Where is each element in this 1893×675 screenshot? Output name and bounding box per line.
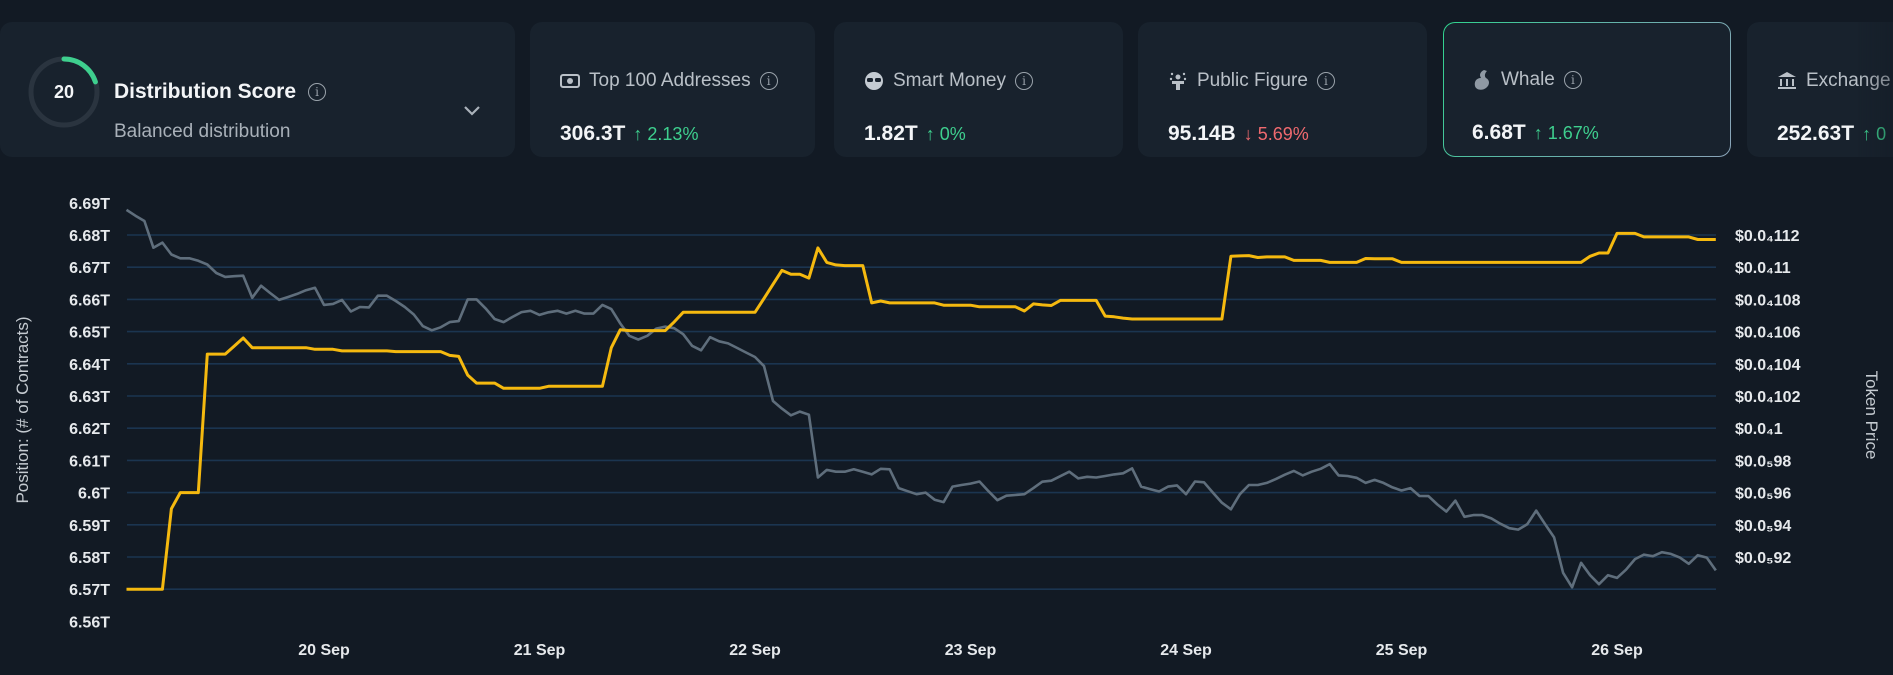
card-change: ↑ 1.67% [1533, 123, 1599, 143]
card-change: ↑ 0% [925, 124, 966, 144]
y-axis-title: Position: (# of Contracts) [13, 316, 32, 503]
chevron-down-icon[interactable] [462, 104, 482, 118]
y-right-tick-label: $0.0₄1 [1735, 421, 1783, 438]
distribution-score-card[interactable]: 20 Distribution Score i Balanced distrib… [0, 22, 515, 157]
y-tick-label: 6.56T [69, 614, 110, 631]
card-label: Top 100 Addresses [589, 70, 751, 91]
bank-icon [1777, 71, 1797, 91]
card-exchange[interactable]: Exchange 252.63T ↑ 0 [1747, 22, 1893, 157]
y-tick-label: 6.57T [69, 582, 110, 599]
card-change: ↑ 0 [1862, 124, 1887, 144]
x-tick-label: 23 Sep [945, 642, 997, 659]
x-tick-label: 26 Sep [1591, 642, 1643, 659]
y-tick-label: 6.59T [69, 518, 110, 535]
y-right-tick-label: $0.0₄104 [1735, 357, 1801, 374]
y-right-tick-label: $0.0₅98 [1735, 453, 1791, 470]
x-tick-label: 20 Sep [298, 642, 350, 659]
y-right-tick-label: $0.0₄108 [1735, 292, 1801, 309]
sunglasses-icon [864, 71, 884, 91]
whale-icon [1472, 70, 1492, 90]
gridlines [127, 234, 1716, 591]
y-axis-left: 6.69T 6.68T 6.67T 6.66T 6.65T 6.64T 6.63T 6.62T… [69, 196, 110, 632]
series-lines [125, 208, 1717, 591]
card-public-figure[interactable]: Public Figure i 95.14B ↓ 5.69% [1138, 22, 1427, 157]
y-tick-label: 6.66T [69, 292, 110, 309]
card-label: Exchange [1806, 70, 1891, 91]
card-whale[interactable]: Whale i 6.68T ↑ 1.67% [1443, 22, 1731, 157]
card-value: 252.63T [1777, 122, 1855, 145]
info-icon[interactable]: i [759, 72, 778, 90]
info-icon[interactable]: i [1014, 72, 1033, 90]
y-right-tick-label: $0.0₄102 [1735, 389, 1801, 406]
y-right-tick-label: $0.0₄112 [1735, 228, 1800, 245]
card-label: Whale [1501, 69, 1555, 90]
token-price-line [125, 208, 1717, 589]
score-title: Distribution Score [114, 80, 297, 103]
card-value: 95.14B [1168, 122, 1236, 145]
y-axis-right-title: Token Price [1862, 371, 1881, 460]
card-value: 1.82T [864, 122, 918, 145]
y-tick-label: 6.67T [69, 260, 110, 277]
position-line [126, 231, 1716, 591]
y-right-tick-label: $0.0₅92 [1735, 550, 1791, 567]
y-right-tick-label: $0.0₄11 [1735, 260, 1791, 277]
y-tick-label: 6.6T [78, 486, 110, 503]
y-tick-label: 6.65T [69, 325, 110, 342]
score-gauge: 20 [28, 56, 100, 128]
x-tick-label: 22 Sep [729, 642, 781, 659]
card-top-100-addresses[interactable]: Top 100 Addresses i 306.3T ↑ 2.13% [530, 22, 815, 157]
score-value: 20 [54, 82, 74, 102]
x-tick-label: 21 Sep [514, 642, 566, 659]
podium-icon [1168, 71, 1188, 91]
x-axis: 20 Sep 21 Sep 22 Sep 23 Sep 24 Sep 25 Sep 26 S… [298, 642, 1643, 659]
y-right-tick-label: $0.0₄106 [1735, 325, 1801, 342]
y-tick-label: 6.63T [69, 389, 110, 406]
info-icon[interactable]: i [1563, 71, 1582, 89]
card-value: 6.68T [1472, 121, 1526, 144]
x-tick-label: 24 Sep [1160, 642, 1212, 659]
y-tick-label: 6.58T [69, 550, 110, 567]
info-icon[interactable]: i [308, 83, 327, 101]
card-change: ↑ 2.13% [633, 124, 699, 144]
y-tick-label: 6.69T [69, 196, 110, 213]
info-icon[interactable]: i [1316, 72, 1335, 90]
y-right-tick-label: $0.0₅94 [1735, 518, 1791, 535]
y-tick-label: 6.64T [69, 357, 110, 374]
banknote-icon [560, 71, 580, 91]
y-right-tick-label: $0.0₅96 [1735, 486, 1791, 503]
score-subtitle: Balanced distribution [114, 121, 291, 142]
card-smart-money[interactable]: Smart Money i 1.82T ↑ 0% [834, 22, 1123, 157]
card-label: Smart Money [893, 70, 1006, 91]
y-tick-label: 6.62T [69, 421, 110, 438]
x-tick-label: 25 Sep [1376, 642, 1428, 659]
card-value: 306.3T [560, 122, 626, 145]
y-tick-label: 6.61T [69, 453, 110, 470]
y-tick-label: 6.68T [69, 228, 110, 245]
card-label: Public Figure [1197, 70, 1308, 91]
y-axis-right: $0.0₄112 $0.0₄11 $0.0₄108 $0.0₄106 $0.0₄104 $… [1735, 228, 1801, 567]
score-gauge-fill [28, 56, 100, 128]
card-change: ↓ 5.69% [1243, 124, 1309, 144]
